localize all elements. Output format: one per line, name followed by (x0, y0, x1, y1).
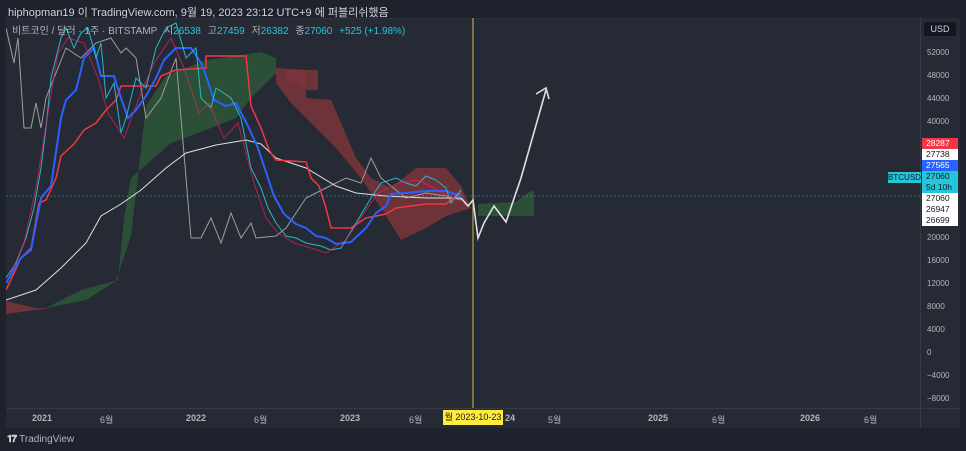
tradingview-logo-icon: 𝟏𝟕 (7, 434, 17, 445)
time-label: 6월 (864, 415, 878, 425)
price-tick: −4000 (927, 371, 950, 380)
price-label: 27060 (922, 193, 958, 204)
price-tick: −8000 (927, 394, 950, 403)
price-tick: 8000 (927, 302, 945, 311)
legend-open: 26538 (173, 26, 201, 37)
kijun-price-label: 28287 (922, 138, 958, 149)
time-label: 6월 (712, 415, 726, 425)
projection-arrow-head (535, 86, 550, 100)
time-label: 2021 (32, 413, 53, 423)
publish-info: hiphopman19 이 TradingView.com, 9월 19, 20… (8, 7, 389, 19)
time-label: 5월 (548, 415, 562, 425)
price-tick: 40000 (927, 117, 950, 126)
price-tick: 0 (927, 348, 932, 357)
legend-low: 26382 (260, 26, 289, 37)
price-tick: 44000 (927, 94, 950, 103)
price-tick: 4000 (927, 325, 945, 334)
time-label: 6월 (254, 415, 268, 425)
cloud-bear-main (276, 68, 471, 240)
projection-arrow-line (460, 89, 547, 242)
price-label: 27738 (922, 149, 958, 160)
time-label: 2026 (800, 413, 821, 423)
tenkan-line (6, 46, 462, 284)
cloud-bear-small (286, 70, 318, 90)
lagging-span (6, 27, 462, 245)
kijun-line (6, 55, 462, 291)
symbol-legend: 비트코인 / 달러 · 1주 · BITSTAMP 시26538 고27459 … (12, 26, 406, 37)
cloud-bull (46, 52, 276, 308)
price-label: 26699 (922, 215, 958, 226)
tradingview-brand[interactable]: 𝟏𝟕 TradingView (7, 434, 74, 445)
price-tick: 52000 (927, 48, 950, 57)
time-label: 2025 (648, 413, 669, 423)
time-label: 24 (505, 413, 516, 423)
price-label: 26947 (922, 204, 958, 215)
time-label: 6월 (409, 415, 423, 425)
brand-name: TradingView (19, 434, 75, 445)
moving-average (6, 139, 461, 301)
price-tick: 16000 (927, 256, 950, 265)
price-tick: 20000 (927, 233, 950, 242)
time-label: 6월 (100, 415, 114, 425)
cloud-bull-future (478, 190, 534, 216)
legend-symbol: 비트코인 / 달러 · 1주 · BITSTAMP (12, 26, 158, 37)
cursor-date-label: 월 2023-10-23 (443, 410, 503, 425)
time-label: 2023 (340, 413, 361, 423)
currency-button[interactable]: USD (924, 22, 956, 36)
price-tick: 12000 (927, 279, 950, 288)
last-price-label: 27060 (922, 171, 958, 182)
price-chart[interactable] (6, 18, 920, 408)
axis-corner (920, 408, 960, 428)
symbol-price-tag: BTCUSD (888, 172, 921, 183)
tenkan-price-label: 27565 (922, 160, 958, 171)
time-label: 2022 (186, 413, 207, 423)
price-tick: 48000 (927, 71, 950, 80)
bar-countdown-label: 5d 10h (922, 182, 958, 193)
price-trace (6, 22, 462, 279)
legend-change: +525 (+1.98%) (339, 26, 406, 37)
legend-high: 27459 (216, 26, 245, 37)
legend-close: 27060 (304, 26, 333, 37)
cloud-bear-early (6, 301, 51, 314)
